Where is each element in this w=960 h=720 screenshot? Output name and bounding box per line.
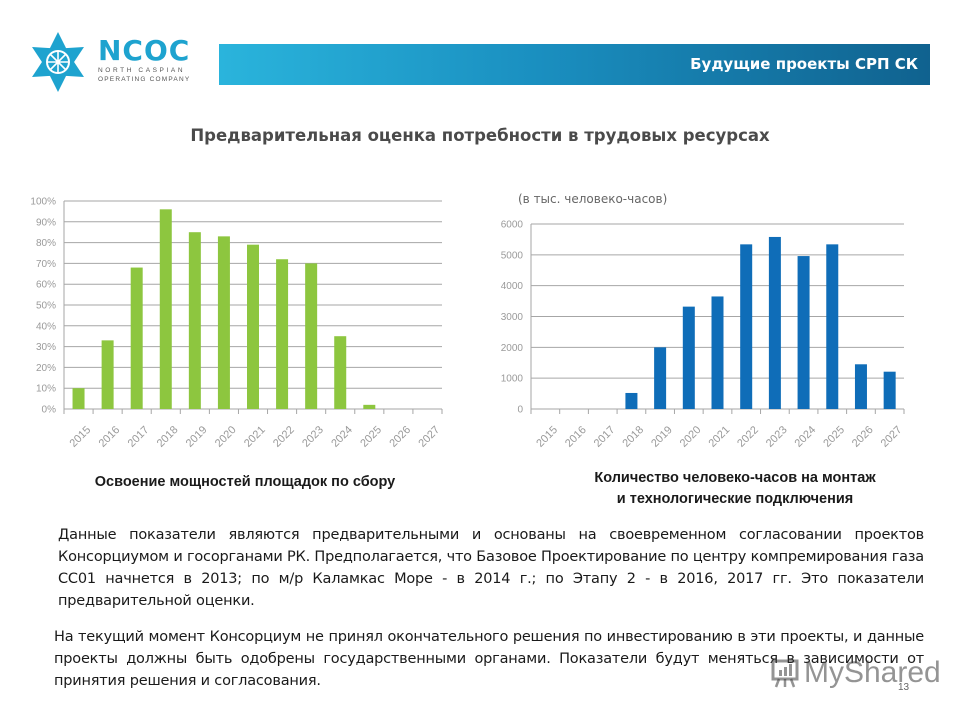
x-tick-label: 2023 <box>764 424 790 450</box>
left-chart-caption: Освоение мощностей площадок по сбору <box>94 474 396 490</box>
x-tick-label: 2015 <box>68 424 94 450</box>
x-tick-label: 2025 <box>821 424 847 450</box>
x-tick-label: 2022 <box>271 424 297 450</box>
bar-2018 <box>159 209 172 409</box>
y-tick-label: 20% <box>36 363 56 374</box>
logo-subtitle-line1: NORTH CASPIAN <box>98 67 186 74</box>
disclaimer-paragraph: Данные показатели являются предварительн… <box>58 527 924 609</box>
bar-2019 <box>654 347 667 409</box>
bar-2015 <box>72 388 85 409</box>
y-tick-label: 60% <box>36 280 56 291</box>
chart-unit-label: (в тыс. человеко-часов) <box>518 192 668 206</box>
bar-2021 <box>247 244 259 409</box>
x-tick-label: 2026 <box>850 424 876 450</box>
page-number: 13 <box>898 682 910 693</box>
y-tick-label: 40% <box>36 321 56 332</box>
y-tick-label: 90% <box>36 217 56 228</box>
right-caption-line1: Количество человеко-часов на монтаж <box>594 470 876 486</box>
right-caption-line2: и технологические подключения <box>616 491 854 507</box>
y-tick-label: 1000 <box>501 374 524 385</box>
y-tick-label: 3000 <box>501 312 524 323</box>
capacity-bar-chart: 0%10%20%30%40%50%60%70%80%90%100%2015 201… <box>30 197 443 450</box>
right-chart-caption: Количество человеко-часов на монтаж и те… <box>520 468 950 510</box>
x-tick-label: 2023 <box>300 424 326 450</box>
bar-2025 <box>826 244 839 409</box>
bar-2018 <box>625 392 638 409</box>
capacity-chart: 0% 10% 20% 30% 40% 50% 60% 70% 80% 90% 100% 2015 201… <box>20 190 460 460</box>
bar-2027 <box>883 371 896 409</box>
y-tick-label: 2000 <box>501 343 524 354</box>
header-bar: Будущие проекты СРП СК <box>219 44 930 85</box>
x-tick-label: 2017 <box>126 424 152 450</box>
logo-subtitle-line2: OPERATING COMPANY <box>98 76 191 83</box>
bar-2019 <box>188 232 201 409</box>
x-tick-label: 2024 <box>793 424 819 450</box>
y-tick-label: 5000 <box>501 250 524 261</box>
x-tick-label: 2022 <box>735 424 761 450</box>
x-tick-label: 2017 <box>592 424 618 450</box>
x-tick-label: 2016 <box>563 424 589 450</box>
y-tick-label: 30% <box>36 342 56 353</box>
x-tick-label: 2018 <box>620 424 646 450</box>
ncoc-logo: NCOC NORTH CASPIAN OPERATING COMPANY <box>26 30 196 92</box>
presentation-board-icon <box>771 659 799 688</box>
y-tick-label: 50% <box>36 301 56 312</box>
x-tick-label: 2027 <box>416 424 442 450</box>
header-title: Будущие проекты СРП СК <box>690 55 918 73</box>
x-tick-label: 2026 <box>387 424 413 450</box>
watermark-text: MyShared <box>804 656 941 689</box>
x-tick-label: 2024 <box>329 424 355 450</box>
bar-2017 <box>130 267 143 409</box>
x-tick-label: 2016 <box>97 424 123 450</box>
bar-2023 <box>305 263 318 409</box>
y-tick-label: 80% <box>36 238 56 249</box>
x-tick-label: 2025 <box>358 424 384 450</box>
ncoc-star-icon <box>32 32 84 92</box>
x-tick-label: 2027 <box>879 424 905 450</box>
bar-2026 <box>854 364 867 409</box>
status-paragraph: На текущий момент Консорциум не принял о… <box>54 629 924 689</box>
bar-2021 <box>711 296 724 409</box>
y-tick-label: 10% <box>36 384 56 395</box>
x-tick-label: 2021 <box>242 424 268 450</box>
y-tick-label: 70% <box>36 259 56 270</box>
manhours-chart: 0 1000 2000 3000 4000 5000 6000 2015 2016 2017 201… <box>470 210 920 460</box>
bar-2020 <box>682 306 695 409</box>
bar-2020 <box>217 236 230 409</box>
bar-2025 <box>363 404 376 409</box>
y-tick-label: 0% <box>42 405 57 416</box>
x-tick-label: 2020 <box>213 424 239 450</box>
y-tick-label: 6000 <box>501 220 524 231</box>
bar-2016 <box>101 340 114 409</box>
x-tick-label: 2019 <box>184 424 210 450</box>
x-tick-label: 2021 <box>706 424 732 450</box>
x-tick-label: 2018 <box>155 424 181 450</box>
y-tick-label: 4000 <box>501 281 524 292</box>
logo-wordmark: NCOC <box>98 34 191 67</box>
bar-2023 <box>768 236 781 409</box>
y-tick-label: 0 <box>517 405 523 416</box>
x-tick-label: 2020 <box>678 424 704 450</box>
bar-2024 <box>334 336 347 409</box>
bar-2024 <box>797 256 810 409</box>
watermark: MyShared <box>770 656 941 690</box>
page-title: Предварительная оценка потребности в тру… <box>190 126 770 145</box>
x-tick-label: 2019 <box>649 424 675 450</box>
y-tick-label: 100% <box>30 197 56 208</box>
bar-2022 <box>276 259 289 409</box>
bar-2022 <box>740 244 753 409</box>
x-tick-label: 2015 <box>534 424 560 450</box>
